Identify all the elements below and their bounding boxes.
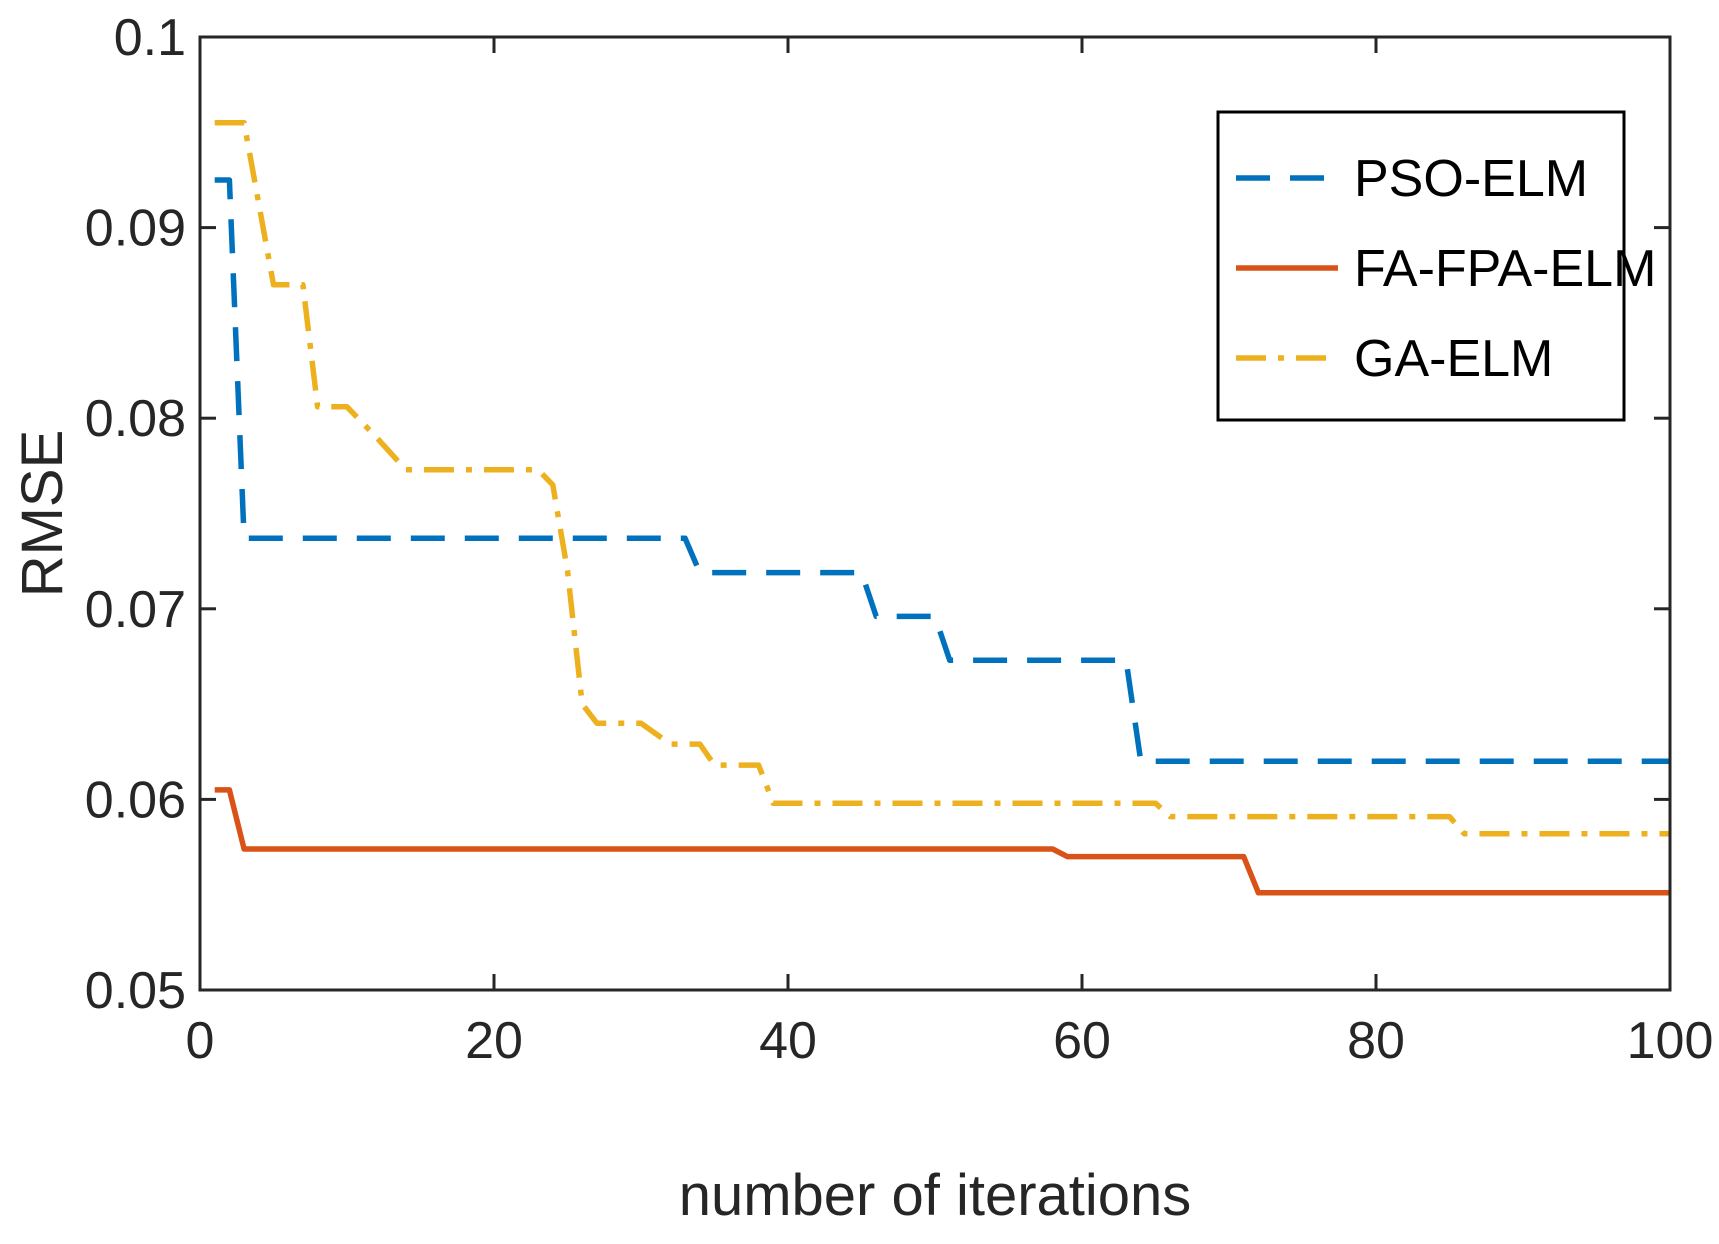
series-line-ga-elm [214,120,1670,837]
legend-label: PSO-ELM [1354,150,1588,208]
series-layer [214,120,1670,896]
x-axis-title: number of iterations [679,1163,1192,1228]
y-axis-title: RMSE [10,430,75,598]
y-tick-label: 0.1 [114,9,186,67]
y-tick-label: 0.06 [85,771,186,829]
y-tick-label: 0.07 [85,581,186,639]
tick-layer: 0 20 40 60 80 100 0.05 0.06 0.07 0.08 0.09 0.1 [85,9,1714,1070]
x-tick-label: 80 [1347,1012,1405,1070]
x-tick-label: 100 [1627,1012,1714,1070]
series-line-fa-fpa-elm [214,787,1670,896]
y-tick-label: 0.09 [85,200,186,258]
legend-box [1216,110,1626,422]
x-tick-label: 20 [465,1012,523,1070]
x-tick-label: 40 [759,1012,817,1070]
y-tick-label: 0.08 [85,390,186,448]
x-tick-label: 60 [1053,1012,1111,1070]
y-tick-label: 0.05 [85,962,186,1020]
legend-label: FA-FPA-ELM [1354,240,1656,298]
x-tick-label: 0 [186,1012,215,1070]
series-line-pso-elm [214,177,1670,765]
legend: PSO-ELM FA-FPA-ELM GA-ELM [1216,110,1656,422]
plot-area-frame [198,35,1672,992]
legend-label: GA-ELM [1354,330,1553,388]
